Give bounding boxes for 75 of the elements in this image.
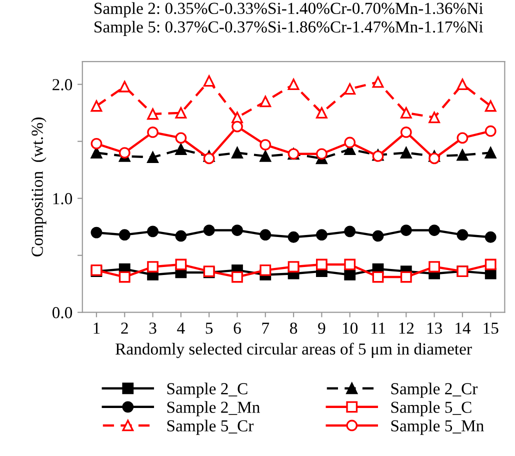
point xyxy=(175,144,187,156)
point xyxy=(428,224,440,236)
point xyxy=(147,126,158,138)
x-tick-label: 9 xyxy=(318,322,326,334)
point xyxy=(316,258,328,270)
point xyxy=(400,224,412,236)
point xyxy=(372,271,384,283)
point xyxy=(175,258,187,270)
point xyxy=(90,226,102,238)
point xyxy=(484,147,496,158)
chart-title: Sample 2: 0.35%C-0.33%Si-1.40%Cr-0.70%Mn-1.36%Ni Sample 5: 0.37%C-0.37%Si-1.86%Cr-1.47%Mn-1.17%Ni xyxy=(94,2,484,36)
legend-label: Sample 2_Mn xyxy=(167,401,260,416)
x-tick-label: 5 xyxy=(206,322,213,334)
y-tick-label: 1.0 xyxy=(53,193,72,204)
x-tick-label: 6 xyxy=(234,322,241,334)
x-tick-label: 3 xyxy=(149,322,156,334)
point xyxy=(260,264,272,276)
point xyxy=(428,152,440,164)
x-tick-label: 14 xyxy=(456,322,471,334)
point xyxy=(316,229,328,241)
point xyxy=(456,229,468,241)
x-tick-label: 1 xyxy=(94,322,100,334)
point xyxy=(203,152,215,164)
x-axis-title: Randomly selected circular areas of 5 μm in diameter xyxy=(116,342,472,358)
point xyxy=(118,271,130,283)
point xyxy=(344,226,356,238)
legend-label: Sample 5_Cr xyxy=(167,420,254,435)
legend-label: Sample 5_C xyxy=(391,401,472,416)
point xyxy=(147,152,158,164)
point xyxy=(484,231,496,243)
point xyxy=(316,148,328,160)
point xyxy=(118,229,130,241)
x-tick-label: 7 xyxy=(262,322,270,334)
x-tick-label: 10 xyxy=(342,322,358,334)
point xyxy=(260,150,272,162)
y-tick-label: 0.0 xyxy=(52,307,72,318)
x-tick-label: 8 xyxy=(290,322,298,334)
legend-label: Sample 2_C xyxy=(167,382,248,398)
point xyxy=(456,149,468,161)
point xyxy=(344,136,356,148)
point xyxy=(147,261,158,272)
point xyxy=(288,261,300,272)
point xyxy=(203,224,215,236)
point xyxy=(428,261,440,272)
point xyxy=(260,139,272,150)
point xyxy=(400,271,412,283)
x-tick-label: 13 xyxy=(427,322,442,334)
point xyxy=(118,147,130,158)
point xyxy=(372,230,384,242)
x-tick-label: 4 xyxy=(177,322,185,334)
point xyxy=(400,147,412,158)
point xyxy=(175,230,187,242)
point xyxy=(232,271,243,283)
point xyxy=(344,258,356,270)
point xyxy=(260,229,272,241)
point xyxy=(232,224,243,236)
point xyxy=(175,132,187,144)
point xyxy=(484,258,496,270)
x-tick-label: 15 xyxy=(484,322,498,334)
point xyxy=(147,226,158,238)
y-axis-title: Composition (wt.%) xyxy=(31,118,46,256)
x-tick-label: 11 xyxy=(371,322,386,334)
point xyxy=(232,147,243,158)
point xyxy=(484,125,496,137)
point xyxy=(90,138,102,150)
point xyxy=(400,126,412,138)
x-tick-label: 2 xyxy=(121,322,128,334)
point xyxy=(456,132,468,144)
y-tick-label: 2.0 xyxy=(52,79,72,90)
legend-label: Sample 5_Mn xyxy=(391,420,484,435)
legend-label: Sample 2_Cr xyxy=(391,382,478,398)
x-tick-label: 12 xyxy=(399,322,414,334)
point xyxy=(288,231,300,243)
point xyxy=(203,75,215,87)
point xyxy=(344,269,356,280)
